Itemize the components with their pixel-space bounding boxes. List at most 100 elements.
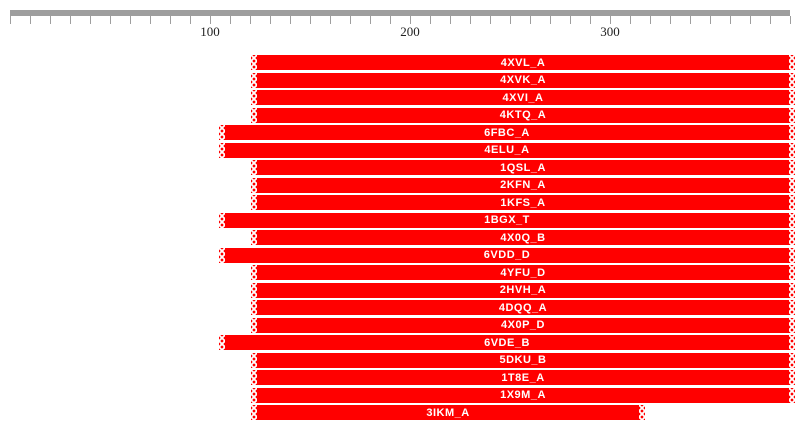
bar-label: 4YFU_D [500, 267, 545, 279]
bar-row: 4DQQ_A [0, 300, 800, 316]
ruler-minor-tick [490, 16, 491, 24]
ruler-minor-tick [650, 16, 651, 24]
protein-chain-bar[interactable]: 1KFS_A [256, 195, 790, 210]
bar-row: 4XVL_A [0, 55, 800, 71]
ruler-minor-tick [270, 16, 271, 24]
bar-label: 1BGX_T [484, 214, 530, 226]
protein-chain-bar[interactable]: 3IKM_A [256, 405, 640, 420]
protein-chain-bar[interactable]: 4XVI_A [256, 90, 790, 105]
bar-row: 4ELU_A [0, 143, 800, 159]
bar-row: 1QSL_A [0, 160, 800, 176]
protein-chain-bar[interactable]: 4X0Q_B [256, 230, 790, 245]
ruler-minor-tick [410, 16, 411, 24]
ruler-minor-tick [670, 16, 671, 24]
bar-label: 1KFS_A [500, 197, 545, 209]
bar-row: 1T8E_A [0, 370, 800, 386]
ruler-minor-tick [370, 16, 371, 24]
bar-label: 2KFN_A [500, 179, 546, 191]
ruler-minor-tick [110, 16, 111, 24]
protein-chain-bar[interactable]: 1T8E_A [256, 370, 790, 385]
protein-chain-bar[interactable]: 4YFU_D [256, 265, 790, 280]
protein-chain-bar[interactable]: 6FBC_A [224, 125, 790, 140]
ruler-major-tick-label: 100 [200, 24, 220, 40]
bar-row: 2HVH_A [0, 283, 800, 299]
protein-chain-bar[interactable]: 1BGX_T [224, 213, 790, 228]
ruler-minor-tick [50, 16, 51, 24]
ruler-minor-tick [250, 16, 251, 24]
ruler-minor-tick [230, 16, 231, 24]
ruler-minor-tick [630, 16, 631, 24]
ruler-minor-tick [290, 16, 291, 24]
bar-row: 4X0P_D [0, 318, 800, 334]
ruler-minor-tick [770, 16, 771, 24]
ruler-minor-tick [330, 16, 331, 24]
bar-chart-area: 4XVL_A 4XVK_A 4XVI_A 4KTQ_A 6FBC_A 4ELU_A 1QSL… [0, 55, 800, 441]
bar-row: 1KFS_A [0, 195, 800, 211]
bar-row: 4KTQ_A [0, 108, 800, 124]
bar-label: 6VDE_B [484, 337, 530, 349]
bar-label: 4X0P_D [501, 319, 545, 331]
bar-label: 4ELU_A [484, 144, 529, 156]
bar-label: 4KTQ_A [500, 109, 546, 121]
protein-chain-bar[interactable]: 5DKU_B [256, 353, 790, 368]
ruler-minor-tick [10, 16, 11, 24]
protein-chain-bar[interactable]: 4ELU_A [224, 143, 790, 158]
ruler-minor-tick [470, 16, 471, 24]
bar-row: 4YFU_D [0, 265, 800, 281]
ruler-minor-tick [510, 16, 511, 24]
bar-label: 5DKU_B [499, 354, 546, 366]
ruler-minor-tick [310, 16, 311, 24]
bar-label: 1QSL_A [500, 162, 546, 174]
bar-row: 5DKU_B [0, 353, 800, 369]
ruler-minor-tick [190, 16, 191, 24]
protein-chain-bar[interactable]: 4XVK_A [256, 73, 790, 88]
bar-label: 4XVK_A [500, 74, 546, 86]
bar-row: 4XVI_A [0, 90, 800, 106]
bar-row: 4XVK_A [0, 73, 800, 89]
protein-chain-bar[interactable]: 4DQQ_A [256, 300, 790, 315]
bar-label: 1T8E_A [501, 372, 544, 384]
ruler-minor-tick [570, 16, 571, 24]
bar-row: 2KFN_A [0, 178, 800, 194]
ruler-minor-tick [790, 16, 791, 24]
bar-label: 3IKM_A [426, 407, 469, 419]
ruler-major-tick-label: 300 [600, 24, 620, 40]
bar-row: 6VDE_B [0, 335, 800, 351]
ruler-minor-tick [30, 16, 31, 24]
ruler-minor-tick [690, 16, 691, 24]
ruler-minor-tick [430, 16, 431, 24]
ruler-major-tick-label: 200 [400, 24, 420, 40]
protein-chain-bar[interactable]: 4XVL_A [256, 55, 790, 70]
bar-label: 4XVL_A [501, 57, 546, 69]
protein-chain-bar[interactable]: 2KFN_A [256, 178, 790, 193]
protein-chain-bar[interactable]: 1QSL_A [256, 160, 790, 175]
ruler-minor-tick [530, 16, 531, 24]
protein-chain-bar[interactable]: 4KTQ_A [256, 108, 790, 123]
ruler-minor-tick [550, 16, 551, 24]
bar-label: 2HVH_A [500, 284, 546, 296]
ruler-minor-tick [130, 16, 131, 24]
ruler-minor-tick [90, 16, 91, 24]
ruler-minor-tick [750, 16, 751, 24]
ruler-minor-tick [390, 16, 391, 24]
protein-chain-bar[interactable]: 6VDD_D [224, 248, 790, 263]
bar-label: 1X9M_A [500, 389, 546, 401]
bar-row: 1BGX_T [0, 213, 800, 229]
bar-row: 6VDD_D [0, 248, 800, 264]
ruler-minor-tick [590, 16, 591, 24]
protein-chain-bar[interactable]: 4X0P_D [256, 318, 790, 333]
protein-chain-bar[interactable]: 1X9M_A [256, 388, 790, 403]
ruler-minor-tick [70, 16, 71, 24]
protein-chain-bar[interactable]: 6VDE_B [224, 335, 790, 350]
ruler-minor-tick [610, 16, 611, 24]
ruler-minor-tick [210, 16, 211, 24]
ruler-minor-tick [710, 16, 711, 24]
protein-chain-bar[interactable]: 2HVH_A [256, 283, 790, 298]
ruler-track [10, 10, 790, 16]
ruler-minor-tick [730, 16, 731, 24]
bar-row: 3IKM_A [0, 405, 800, 421]
bar-row: 1X9M_A [0, 388, 800, 404]
bar-label: 6VDD_D [484, 249, 530, 261]
ruler-minor-tick [450, 16, 451, 24]
bar-label: 6FBC_A [484, 127, 530, 139]
